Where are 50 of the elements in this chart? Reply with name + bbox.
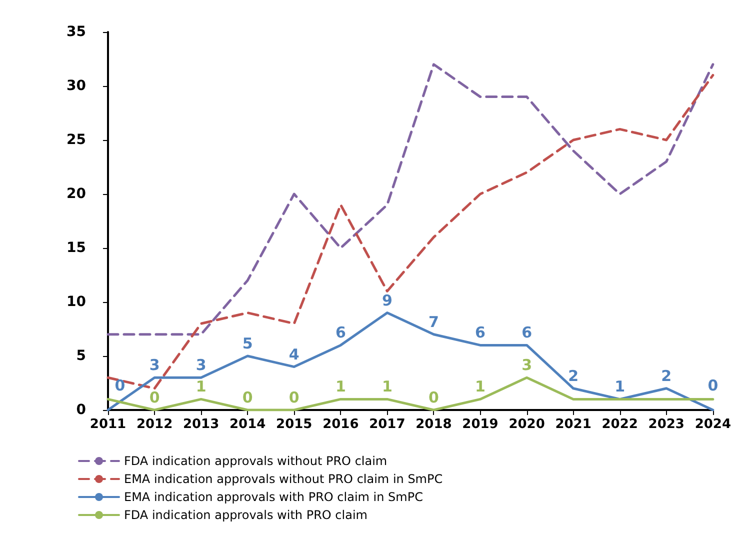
- data-label: 2: [568, 366, 579, 385]
- x-tick-label: 2016: [322, 417, 359, 432]
- data-label: 7: [428, 312, 439, 331]
- data-label: 3: [522, 356, 532, 374]
- y-tick-label: 30: [66, 78, 86, 94]
- x-tick-label: 2022: [602, 417, 638, 432]
- data-label: 0: [114, 376, 126, 394]
- legend-label: FDA indication approvals without PRO claim: [124, 454, 388, 468]
- y-tick-label: 25: [66, 132, 86, 148]
- x-tick-label: 2021: [555, 417, 592, 432]
- x-tick-label: 2013: [182, 417, 220, 432]
- y-tick-label: 10: [66, 294, 86, 310]
- legend-label: EMA indication approvals with PRO claim in SmPC: [124, 490, 423, 504]
- data-label: 6: [335, 324, 346, 342]
- x-tick-label: 2023: [648, 417, 684, 432]
- data-label: 5: [242, 334, 253, 352]
- data-label: 0: [288, 388, 300, 406]
- data-label: 2: [661, 366, 672, 385]
- data-label: 1: [614, 378, 626, 396]
- legend-label: EMA indication approvals without PRO claim in SmPC: [124, 472, 443, 486]
- data-label: 1: [196, 378, 206, 396]
- data-label: 3: [149, 356, 160, 374]
- x-tick-label: 2017: [369, 417, 406, 432]
- x-tick-label: 2011: [90, 417, 126, 432]
- y-tick-label: 15: [66, 240, 86, 256]
- x-tick-label: 2014: [230, 417, 266, 432]
- y-tick-label: 5: [76, 348, 86, 364]
- x-tick-label: 2012: [136, 417, 173, 432]
- x-tick-label: 2018: [416, 417, 452, 432]
- data-label: 9: [382, 291, 392, 310]
- x-tick-label: 2015: [276, 417, 312, 432]
- data-label: 3: [196, 356, 206, 374]
- x-tick-label: 2024: [694, 417, 732, 432]
- x-tick-label: 2020: [508, 417, 545, 432]
- data-label: 0: [149, 388, 160, 406]
- y-tick-label: 0: [76, 402, 86, 418]
- data-label: 1: [335, 378, 346, 396]
- y-tick-label: 20: [66, 186, 86, 202]
- y-tick-label: 35: [66, 24, 86, 40]
- data-label: 0: [708, 376, 718, 394]
- data-label: 6: [522, 324, 532, 342]
- data-label: 0: [242, 388, 253, 406]
- x-tick-label: 2019: [462, 417, 498, 432]
- data-label: 6: [475, 324, 486, 342]
- line-series: [106, 63, 714, 336]
- legend-label: FDA indication approvals with PRO claim: [124, 508, 368, 522]
- data-label: 1: [382, 378, 392, 396]
- data-label: 1: [475, 378, 486, 396]
- data-label: 0: [428, 388, 439, 406]
- data-label: 4: [288, 345, 300, 364]
